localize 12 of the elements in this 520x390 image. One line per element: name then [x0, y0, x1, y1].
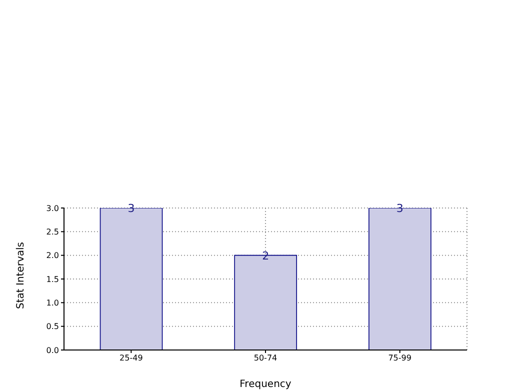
y-tick-label: 2.5	[46, 228, 59, 237]
y-tick-label: 0.0	[46, 346, 59, 355]
x-tick-label: 25-49	[120, 354, 143, 363]
x-tick-label: 75-99	[388, 354, 412, 363]
y-axis-title: Stat Intervals	[16, 242, 27, 309]
x-axis-title: Frequency	[240, 379, 292, 390]
y-tick-label: 2.0	[46, 251, 59, 260]
y-tick-label: 1.5	[46, 274, 59, 284]
y-tick-label: 3.0	[46, 204, 59, 213]
y-tick-label: 0.5	[46, 322, 59, 332]
x-tick-label: 50-74	[254, 354, 278, 363]
y-tick-label: 1.0	[46, 298, 59, 308]
